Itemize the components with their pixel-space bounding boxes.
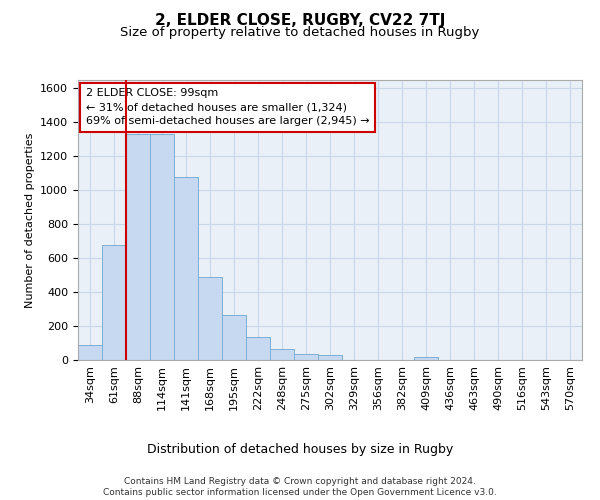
Text: Size of property relative to detached houses in Rugby: Size of property relative to detached ho… <box>121 26 479 39</box>
Text: 2, ELDER CLOSE, RUGBY, CV22 7TJ: 2, ELDER CLOSE, RUGBY, CV22 7TJ <box>155 12 445 28</box>
Bar <box>174 176 198 360</box>
Bar <box>414 358 438 360</box>
Bar <box>246 337 270 360</box>
Text: 2 ELDER CLOSE: 99sqm
← 31% of detached houses are smaller (1,324)
69% of semi-de: 2 ELDER CLOSE: 99sqm ← 31% of detached h… <box>86 88 369 126</box>
Y-axis label: Number of detached properties: Number of detached properties <box>25 132 35 308</box>
Bar <box>198 277 222 360</box>
Bar <box>150 134 174 360</box>
Bar <box>294 354 318 360</box>
Text: Contains HM Land Registry data © Crown copyright and database right 2024.
Contai: Contains HM Land Registry data © Crown c… <box>103 478 497 497</box>
Bar <box>222 315 246 360</box>
Bar <box>318 355 342 360</box>
Bar <box>126 134 150 360</box>
Bar <box>102 244 126 360</box>
Text: Distribution of detached houses by size in Rugby: Distribution of detached houses by size … <box>147 442 453 456</box>
Bar <box>270 349 294 360</box>
Bar <box>78 344 102 360</box>
